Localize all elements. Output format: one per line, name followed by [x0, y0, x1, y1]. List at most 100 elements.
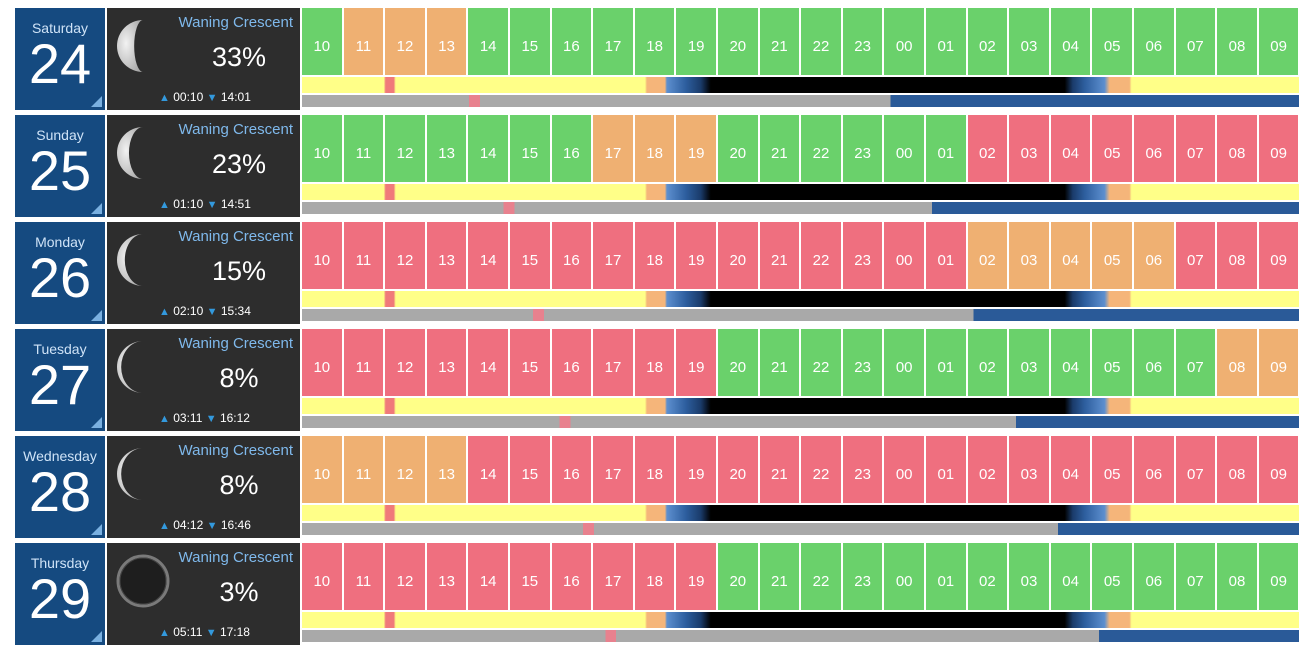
- hour-cell-05[interactable]: 05: [1092, 436, 1132, 503]
- date-tile[interactable]: Saturday 24: [15, 8, 105, 110]
- hour-cell-02[interactable]: 02: [967, 115, 1008, 182]
- hour-cell-16[interactable]: 16: [551, 329, 592, 396]
- hour-cell-20[interactable]: 20: [718, 115, 758, 182]
- hour-cell-00[interactable]: 00: [884, 543, 924, 610]
- hour-cell-22[interactable]: 22: [801, 436, 841, 503]
- hour-cell-10[interactable]: 10: [302, 436, 342, 503]
- hour-cell-22[interactable]: 22: [801, 222, 841, 289]
- hour-cell-18[interactable]: 18: [634, 436, 675, 503]
- hour-cell-02[interactable]: 02: [967, 329, 1008, 396]
- hour-cell-22[interactable]: 22: [801, 543, 841, 610]
- hour-cell-14[interactable]: 14: [468, 329, 508, 396]
- date-tile[interactable]: Thursday 29: [15, 543, 105, 645]
- hour-cell-05[interactable]: 05: [1092, 543, 1132, 610]
- hour-cell-02[interactable]: 02: [967, 222, 1008, 289]
- hour-cell-07[interactable]: 07: [1175, 436, 1216, 503]
- hour-cell-06[interactable]: 06: [1134, 8, 1174, 75]
- hour-cell-10[interactable]: 10: [302, 543, 342, 610]
- hour-cell-23[interactable]: 23: [842, 222, 883, 289]
- date-tile[interactable]: Wednesday 28: [15, 436, 105, 538]
- hour-cell-09[interactable]: 09: [1258, 222, 1299, 289]
- hour-cell-08[interactable]: 08: [1217, 222, 1257, 289]
- hour-cell-12[interactable]: 12: [385, 329, 425, 396]
- hour-cell-02[interactable]: 02: [967, 543, 1008, 610]
- hour-cell-06[interactable]: 06: [1134, 329, 1174, 396]
- hour-cell-12[interactable]: 12: [385, 8, 425, 75]
- hour-cell-18[interactable]: 18: [634, 222, 675, 289]
- hour-cell-09[interactable]: 09: [1258, 329, 1299, 396]
- hour-cell-16[interactable]: 16: [551, 436, 592, 503]
- expand-corner-icon[interactable]: [91, 203, 102, 214]
- hour-cell-11[interactable]: 11: [343, 115, 384, 182]
- hour-cell-11[interactable]: 11: [343, 222, 384, 289]
- expand-corner-icon[interactable]: [91, 631, 102, 642]
- hour-cell-01[interactable]: 01: [926, 115, 966, 182]
- hour-cell-06[interactable]: 06: [1134, 436, 1174, 503]
- hour-cell-10[interactable]: 10: [302, 8, 342, 75]
- hour-cell-00[interactable]: 00: [884, 222, 924, 289]
- hour-cell-11[interactable]: 11: [343, 329, 384, 396]
- hour-cell-09[interactable]: 09: [1258, 543, 1299, 610]
- hour-cell-14[interactable]: 14: [468, 222, 508, 289]
- hour-cell-18[interactable]: 18: [634, 8, 675, 75]
- hour-cell-19[interactable]: 19: [676, 436, 716, 503]
- hour-cell-08[interactable]: 08: [1217, 8, 1257, 75]
- hour-cell-15[interactable]: 15: [510, 543, 550, 610]
- hour-cell-16[interactable]: 16: [551, 543, 592, 610]
- hour-cell-03[interactable]: 03: [1009, 115, 1049, 182]
- hour-cell-08[interactable]: 08: [1217, 436, 1257, 503]
- hour-cell-21[interactable]: 21: [759, 115, 800, 182]
- hour-cell-03[interactable]: 03: [1009, 543, 1049, 610]
- hour-cell-13[interactable]: 13: [426, 222, 467, 289]
- hour-cell-23[interactable]: 23: [842, 329, 883, 396]
- hour-cell-17[interactable]: 17: [593, 8, 633, 75]
- hour-cell-09[interactable]: 09: [1258, 8, 1299, 75]
- hour-cell-21[interactable]: 21: [759, 436, 800, 503]
- hour-cell-01[interactable]: 01: [926, 8, 966, 75]
- hour-cell-00[interactable]: 00: [884, 115, 924, 182]
- hour-cell-21[interactable]: 21: [759, 329, 800, 396]
- hour-cell-12[interactable]: 12: [385, 222, 425, 289]
- hour-cell-20[interactable]: 20: [718, 329, 758, 396]
- hour-cell-11[interactable]: 11: [343, 8, 384, 75]
- hour-cell-12[interactable]: 12: [385, 436, 425, 503]
- hour-cell-22[interactable]: 22: [801, 329, 841, 396]
- date-tile[interactable]: Tuesday 27: [15, 329, 105, 431]
- hour-cell-14[interactable]: 14: [468, 436, 508, 503]
- hour-cell-15[interactable]: 15: [510, 436, 550, 503]
- hour-cell-08[interactable]: 08: [1217, 115, 1257, 182]
- hour-cell-13[interactable]: 13: [426, 115, 467, 182]
- hour-cell-04[interactable]: 04: [1050, 8, 1091, 75]
- hour-cell-17[interactable]: 17: [593, 329, 633, 396]
- hour-cell-23[interactable]: 23: [842, 543, 883, 610]
- hour-cell-04[interactable]: 04: [1050, 222, 1091, 289]
- hour-cell-19[interactable]: 19: [676, 115, 716, 182]
- hour-cell-10[interactable]: 10: [302, 115, 342, 182]
- hour-cell-07[interactable]: 07: [1175, 115, 1216, 182]
- hour-cell-09[interactable]: 09: [1258, 436, 1299, 503]
- hour-cell-15[interactable]: 15: [510, 329, 550, 396]
- hour-cell-01[interactable]: 01: [926, 543, 966, 610]
- hour-cell-22[interactable]: 22: [801, 115, 841, 182]
- hour-cell-10[interactable]: 10: [302, 329, 342, 396]
- hour-cell-21[interactable]: 21: [759, 543, 800, 610]
- hour-cell-13[interactable]: 13: [426, 543, 467, 610]
- hour-cell-15[interactable]: 15: [510, 8, 550, 75]
- hour-cell-22[interactable]: 22: [801, 8, 841, 75]
- hour-cell-05[interactable]: 05: [1092, 329, 1132, 396]
- hour-cell-08[interactable]: 08: [1217, 543, 1257, 610]
- hour-cell-17[interactable]: 17: [593, 222, 633, 289]
- hour-cell-21[interactable]: 21: [759, 222, 800, 289]
- hour-cell-19[interactable]: 19: [676, 8, 716, 75]
- hour-cell-02[interactable]: 02: [967, 8, 1008, 75]
- hour-cell-16[interactable]: 16: [551, 115, 592, 182]
- hour-cell-08[interactable]: 08: [1217, 329, 1257, 396]
- hour-cell-19[interactable]: 19: [676, 543, 716, 610]
- hour-cell-19[interactable]: 19: [676, 222, 716, 289]
- hour-cell-04[interactable]: 04: [1050, 115, 1091, 182]
- hour-cell-01[interactable]: 01: [926, 222, 966, 289]
- hour-cell-18[interactable]: 18: [634, 329, 675, 396]
- hour-cell-23[interactable]: 23: [842, 436, 883, 503]
- hour-cell-18[interactable]: 18: [634, 543, 675, 610]
- date-tile[interactable]: Sunday 25: [15, 115, 105, 217]
